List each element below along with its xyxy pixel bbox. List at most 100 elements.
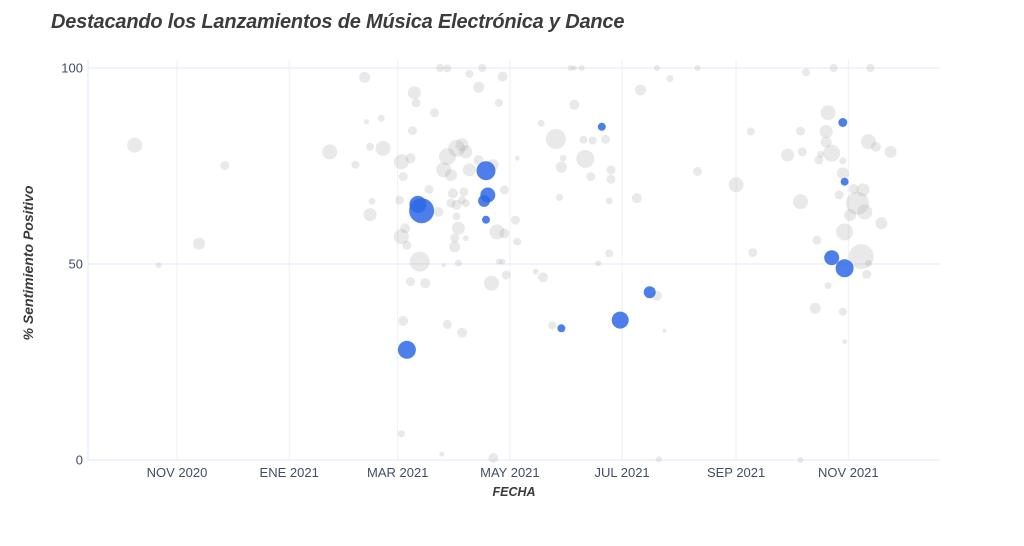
bubble-otro[interactable] [400, 223, 411, 234]
bubble-otro[interactable] [662, 328, 667, 333]
bubble-otro[interactable] [569, 99, 580, 110]
bubble-otro[interactable] [694, 65, 701, 71]
bubble-otro[interactable] [366, 142, 375, 151]
bubble-otro[interactable] [631, 193, 642, 204]
bubble-destacado[interactable] [476, 161, 496, 181]
bubble-otro[interactable] [397, 430, 405, 438]
bubble-otro[interactable] [834, 190, 844, 200]
bubble-destacado[interactable] [840, 177, 849, 186]
bubble-otro[interactable] [836, 167, 849, 180]
bubble-otro[interactable] [478, 64, 487, 72]
bubble-otro[interactable] [532, 268, 539, 275]
bubble-otro[interactable] [513, 237, 522, 246]
bubble-otro[interactable] [796, 126, 805, 136]
bubble-otro[interactable] [499, 228, 510, 239]
bubble-otro[interactable] [606, 174, 616, 184]
bubble-otro[interactable] [846, 191, 869, 215]
bubble-otro[interactable] [489, 224, 505, 240]
bubble-otro[interactable] [430, 108, 439, 118]
bubble-otro[interactable] [406, 277, 416, 287]
bubble-otro[interactable] [510, 215, 520, 225]
bubble-otro[interactable] [450, 233, 460, 243]
bubble-otro[interactable] [375, 140, 391, 156]
bubble-otro[interactable] [473, 81, 485, 93]
bubble-otro[interactable] [862, 269, 872, 279]
bubble-otro[interactable] [601, 134, 610, 144]
bubble-destacado[interactable] [597, 122, 606, 131]
bubble-otro[interactable] [666, 75, 674, 83]
bubble-otro[interactable] [556, 193, 563, 201]
bubble-otro[interactable] [462, 235, 469, 242]
bubble-destacado[interactable] [482, 215, 490, 224]
bubble-otro[interactable] [393, 229, 409, 245]
bubble-destacado[interactable] [838, 118, 848, 127]
bubble-otro[interactable] [411, 98, 421, 108]
bubble-otro[interactable] [398, 172, 408, 182]
bubble-otro[interactable] [576, 149, 595, 168]
bubble-otro[interactable] [368, 197, 376, 205]
bubble-otro[interactable] [817, 150, 825, 158]
bubble-otro[interactable] [494, 98, 503, 107]
bubble-otro[interactable] [445, 169, 457, 181]
bubble-otro[interactable] [545, 129, 566, 149]
bubble-otro[interactable] [363, 208, 377, 222]
bubble-destacado[interactable] [409, 198, 435, 224]
bubble-otro[interactable] [155, 262, 162, 269]
bubble-otro[interactable] [781, 148, 795, 162]
bubble-otro[interactable] [605, 197, 613, 205]
bubble-otro[interactable] [654, 65, 660, 71]
bubble-otro[interactable] [407, 126, 417, 136]
bubble-otro[interactable] [578, 65, 585, 71]
bubble-otro[interactable] [655, 456, 662, 463]
bubble-otro[interactable] [442, 319, 452, 329]
bubble-otro[interactable] [588, 136, 597, 145]
bubble-otro[interactable] [595, 260, 602, 267]
bubble-destacado[interactable] [611, 311, 629, 329]
bubble-otro[interactable] [875, 217, 888, 230]
bubble-otro[interactable] [420, 278, 431, 289]
bubble-otro[interactable] [793, 194, 808, 210]
bubble-otro[interactable] [455, 138, 469, 152]
bubble-otro[interactable] [351, 160, 360, 169]
bubble-otro[interactable] [499, 258, 506, 265]
bubble-otro[interactable] [402, 240, 412, 250]
bubble-otro[interactable] [461, 199, 470, 208]
bubble-otro[interactable] [848, 244, 874, 270]
bubble-otro[interactable] [555, 161, 567, 173]
bubble-otro[interactable] [797, 147, 807, 157]
bubble-otro[interactable] [857, 204, 873, 220]
bubble-otro[interactable] [870, 141, 881, 152]
bubble-otro[interactable] [407, 86, 421, 100]
bubble-otro[interactable] [865, 259, 872, 267]
bubble-otro[interactable] [451, 199, 462, 210]
bubble-otro[interactable] [559, 154, 567, 162]
bubble-otro[interactable] [497, 71, 508, 82]
bubble-otro[interactable] [363, 119, 369, 125]
bubble-otro[interactable] [488, 453, 499, 463]
bubble-otro[interactable] [514, 155, 520, 161]
bubble-otro[interactable] [579, 135, 588, 144]
bubble-otro[interactable] [884, 145, 897, 158]
bubble-otro[interactable] [548, 321, 557, 330]
bubble-otro[interactable] [443, 64, 452, 73]
bubble-otro[interactable] [449, 241, 461, 253]
bubble-otro[interactable] [501, 270, 511, 280]
bubble-otro[interactable] [812, 235, 822, 245]
bubble-otro[interactable] [377, 114, 385, 122]
bubble-otro[interactable] [866, 64, 875, 72]
bubble-otro[interactable] [409, 251, 430, 272]
bubble-otro[interactable] [838, 307, 847, 316]
bubble-otro[interactable] [452, 212, 461, 221]
bubble-otro[interactable] [499, 185, 509, 195]
bubble-otro[interactable] [693, 167, 702, 176]
bubble-otro[interactable] [861, 134, 876, 150]
bubble-otro[interactable] [395, 195, 404, 205]
bubble-otro[interactable] [448, 139, 466, 157]
bubble-otro[interactable] [454, 259, 462, 267]
bubble-otro[interactable] [820, 105, 836, 121]
bubble-otro[interactable] [441, 263, 446, 268]
bubble-otro[interactable] [459, 145, 473, 159]
bubble-otro[interactable] [567, 65, 574, 71]
bubble-otro[interactable] [635, 84, 646, 96]
bubble-otro[interactable] [433, 206, 444, 217]
